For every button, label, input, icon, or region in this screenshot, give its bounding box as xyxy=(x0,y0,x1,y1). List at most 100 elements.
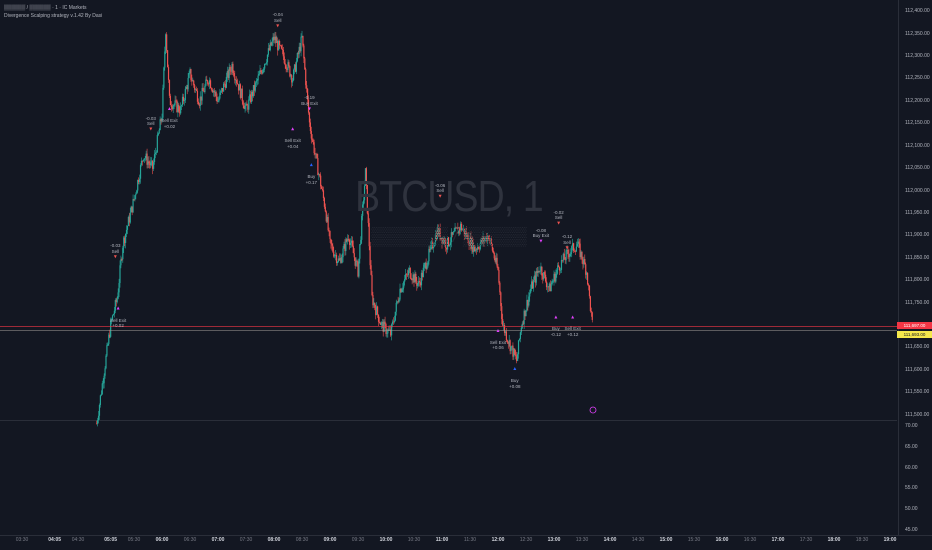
candle-body xyxy=(491,244,493,251)
candle-body xyxy=(336,261,339,264)
candle-body xyxy=(245,104,247,107)
candle-body xyxy=(415,273,417,281)
candle-body xyxy=(153,162,155,169)
candle-body xyxy=(560,259,563,270)
candle-body xyxy=(333,251,335,257)
candle-body xyxy=(359,244,361,259)
candle-body xyxy=(492,250,494,253)
candle-body xyxy=(175,100,177,102)
symbol-title[interactable]: ▒▒▒▒▒▒ / ▒▒▒▒▒▒ · 1 · IC Markets xyxy=(4,5,87,11)
candle-body xyxy=(525,310,527,317)
candle-body xyxy=(226,71,228,77)
indicator-title[interactable]: Divergence Scalping strategy v.1.42 By D… xyxy=(4,13,103,19)
candle-body xyxy=(119,265,121,284)
candle-body xyxy=(351,240,353,246)
candle-body xyxy=(584,258,586,265)
signal-label-line: Sell xyxy=(111,248,120,254)
candle-body xyxy=(201,87,203,101)
candle-body xyxy=(421,272,423,278)
candle-body xyxy=(384,321,386,325)
candle-body xyxy=(164,51,166,68)
candle-body xyxy=(405,274,408,275)
candle-body xyxy=(196,90,199,102)
candle-body xyxy=(459,227,461,231)
candle-body xyxy=(257,75,259,81)
candle-body xyxy=(158,130,160,134)
candle-body xyxy=(430,244,432,250)
candle-body xyxy=(585,264,587,275)
candle-body xyxy=(407,270,409,276)
candle-body xyxy=(548,283,550,288)
candle-body xyxy=(209,80,211,85)
candle-body xyxy=(363,200,365,205)
candle-body xyxy=(579,243,581,258)
candle-body xyxy=(210,88,213,90)
candle-body xyxy=(207,80,209,84)
candle-body xyxy=(321,188,324,191)
candle-body xyxy=(289,66,291,77)
candle-body xyxy=(287,62,289,70)
candle-body xyxy=(246,104,248,106)
candle-body xyxy=(107,344,109,346)
candle-body xyxy=(100,394,102,396)
candle-body xyxy=(466,234,468,238)
signal-label: Buy -0.12 xyxy=(551,326,561,337)
candle-body xyxy=(440,237,442,240)
candle-body xyxy=(237,83,239,85)
candle-body xyxy=(352,245,354,254)
secondary-price-badge: 111,693.00 xyxy=(897,330,932,338)
candle-body xyxy=(507,342,509,344)
signal-arrow xyxy=(496,328,500,332)
signal-arrow xyxy=(116,306,120,310)
candle-body xyxy=(127,216,129,227)
price-tick-label: 111,600.00 xyxy=(905,366,930,373)
candle-body xyxy=(503,325,505,326)
signal-arrow xyxy=(565,246,569,250)
candle-body xyxy=(396,301,398,303)
candle-body xyxy=(187,77,189,90)
candle-body xyxy=(167,50,169,68)
candle-body xyxy=(159,119,161,131)
price-tick-label: 111,550.00 xyxy=(905,389,930,396)
candle-body xyxy=(267,48,269,55)
candle-body xyxy=(265,63,267,65)
candle-body xyxy=(383,321,385,332)
signal-arrow xyxy=(438,194,442,198)
candle-body xyxy=(475,249,477,252)
candle-body xyxy=(374,302,376,308)
candle-body xyxy=(268,48,270,51)
candle-body xyxy=(444,239,446,244)
candle-body xyxy=(121,259,123,260)
candle-body xyxy=(580,251,582,258)
candle-body xyxy=(334,255,336,257)
candle-body xyxy=(274,36,276,40)
price-tick-label: 111,900.00 xyxy=(905,232,930,239)
candle-body xyxy=(498,269,500,283)
candle-body xyxy=(347,238,349,242)
price-axis[interactable] xyxy=(898,0,932,535)
candle-body xyxy=(295,61,297,72)
candle-body xyxy=(231,63,233,72)
candle-body xyxy=(471,238,473,249)
candle-body xyxy=(455,227,457,229)
time-tick-label: 10:00 xyxy=(379,537,393,543)
time-tick-label: 03:30 xyxy=(15,537,29,543)
candle-body xyxy=(544,272,546,275)
candle-body xyxy=(409,267,411,278)
candle-body xyxy=(456,227,458,229)
candle-body xyxy=(169,95,171,106)
candle-body xyxy=(482,236,484,243)
candle-body xyxy=(533,275,535,280)
candle-body xyxy=(357,261,359,277)
candle-body xyxy=(117,292,119,299)
candle-body xyxy=(354,257,356,266)
candle-body xyxy=(546,286,549,288)
candle-body xyxy=(515,354,517,357)
candle-body xyxy=(344,244,346,252)
candle-body xyxy=(111,315,114,320)
candle-body xyxy=(541,266,543,276)
candle-body xyxy=(123,237,125,248)
candle-body xyxy=(222,88,224,92)
